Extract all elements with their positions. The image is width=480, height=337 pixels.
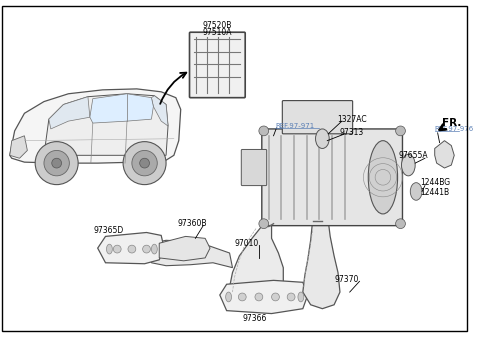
Circle shape — [396, 126, 406, 136]
Text: REF.97-971: REF.97-971 — [276, 123, 315, 129]
Text: 97366: 97366 — [242, 314, 267, 323]
Circle shape — [113, 245, 121, 253]
Text: 97655A: 97655A — [398, 151, 428, 160]
Polygon shape — [10, 136, 27, 158]
FancyBboxPatch shape — [190, 32, 245, 98]
Text: 1244BG: 1244BG — [420, 178, 450, 187]
Circle shape — [128, 245, 136, 253]
Polygon shape — [10, 89, 181, 163]
Circle shape — [44, 150, 69, 176]
Polygon shape — [229, 224, 283, 307]
Polygon shape — [159, 236, 210, 261]
Ellipse shape — [298, 292, 304, 302]
Polygon shape — [151, 96, 168, 126]
Polygon shape — [44, 94, 168, 155]
Polygon shape — [303, 221, 340, 309]
Text: REF.97-976: REF.97-976 — [435, 126, 474, 132]
Polygon shape — [148, 240, 232, 268]
Circle shape — [287, 293, 295, 301]
Text: 97313: 97313 — [340, 128, 364, 137]
Circle shape — [272, 293, 279, 301]
FancyBboxPatch shape — [262, 129, 402, 226]
Ellipse shape — [401, 154, 415, 176]
Circle shape — [259, 219, 269, 228]
Ellipse shape — [226, 292, 231, 302]
Circle shape — [123, 142, 166, 185]
Circle shape — [52, 158, 61, 168]
Text: FR.: FR. — [442, 118, 461, 128]
Text: 97010: 97010 — [234, 239, 259, 248]
Polygon shape — [98, 233, 164, 264]
Ellipse shape — [107, 244, 112, 254]
FancyBboxPatch shape — [282, 101, 353, 134]
Circle shape — [239, 293, 246, 301]
Text: 97520B: 97520B — [202, 21, 231, 30]
Polygon shape — [220, 280, 308, 313]
Circle shape — [396, 219, 406, 228]
Ellipse shape — [315, 129, 329, 149]
Circle shape — [259, 126, 269, 136]
Text: 97360B: 97360B — [178, 219, 207, 228]
Text: 97365D: 97365D — [94, 226, 124, 235]
Circle shape — [132, 150, 157, 176]
Text: 12441B: 12441B — [420, 188, 449, 197]
Circle shape — [140, 158, 149, 168]
Text: 97510A: 97510A — [202, 28, 232, 37]
Text: 97370: 97370 — [334, 275, 359, 284]
Circle shape — [35, 142, 78, 185]
Ellipse shape — [410, 183, 422, 200]
FancyBboxPatch shape — [241, 149, 267, 186]
Ellipse shape — [151, 244, 157, 254]
Circle shape — [255, 293, 263, 301]
Text: 1327AC: 1327AC — [337, 115, 367, 124]
Polygon shape — [90, 94, 154, 123]
Ellipse shape — [368, 141, 397, 214]
Polygon shape — [49, 97, 90, 129]
Circle shape — [143, 245, 150, 253]
Polygon shape — [435, 141, 454, 168]
